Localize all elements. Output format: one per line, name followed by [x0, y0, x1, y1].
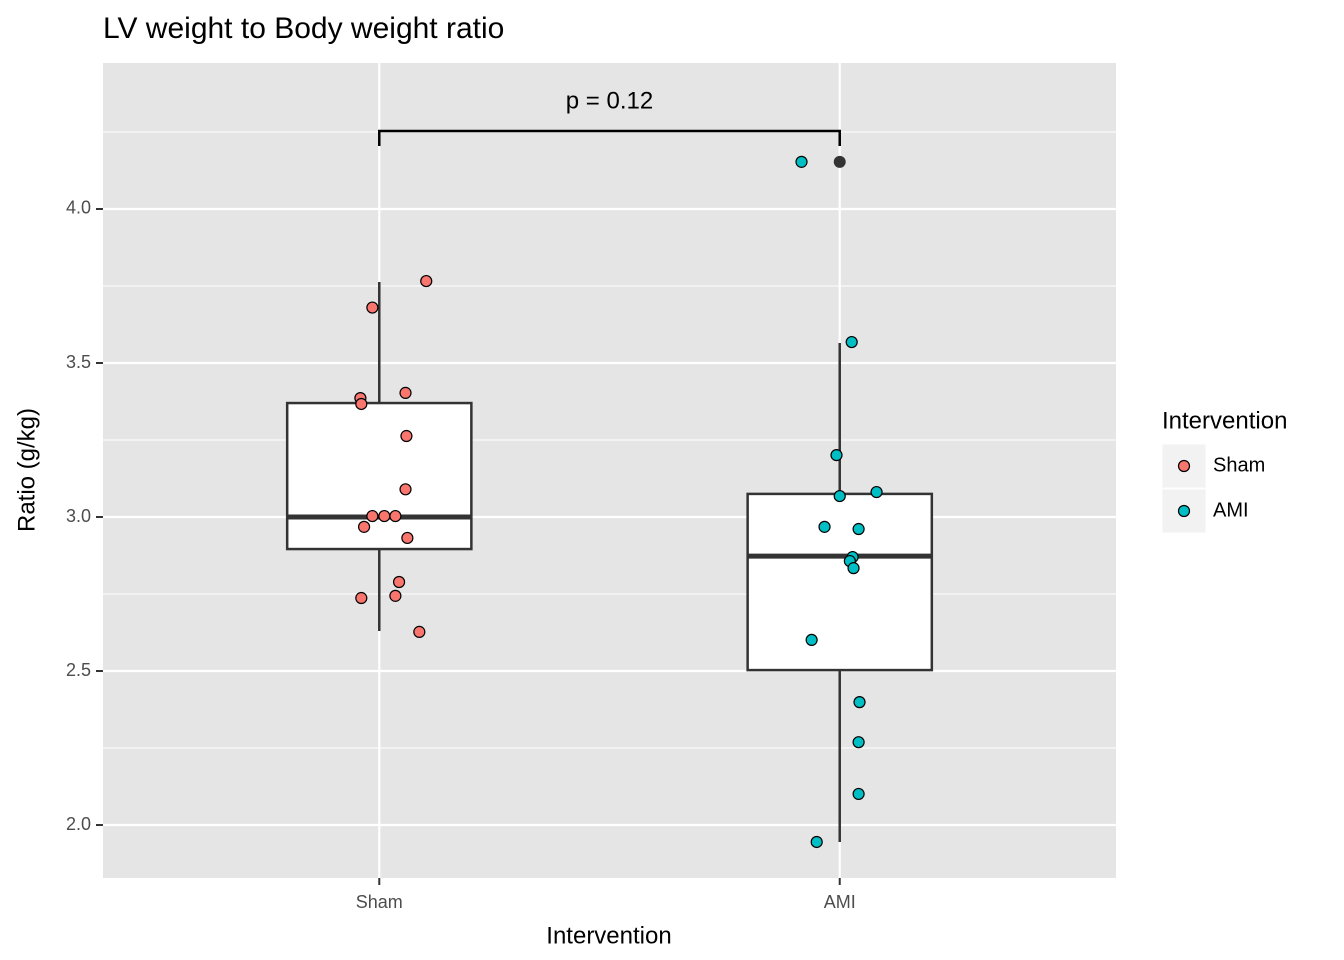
bracket — [378, 129, 841, 146]
legend-title: Intervention — [1162, 407, 1287, 434]
point — [366, 509, 379, 523]
point — [853, 696, 866, 709]
panel — [103, 63, 1116, 878]
point — [399, 386, 412, 399]
point — [357, 520, 371, 533]
point — [805, 633, 818, 647]
point — [852, 787, 865, 801]
point — [399, 483, 412, 496]
legend-symbol — [1177, 459, 1191, 473]
y-tick-label: 3.0 — [66, 506, 91, 526]
x-tick-label: Sham — [356, 892, 403, 912]
y-tick-label: 4.0 — [66, 198, 91, 218]
point — [847, 562, 860, 575]
box — [746, 492, 934, 672]
point — [810, 835, 823, 849]
y-tick-label: 2.5 — [66, 660, 91, 680]
point — [852, 522, 865, 536]
y-axis-title: Ratio (g/kg) — [13, 408, 40, 532]
point — [389, 589, 402, 602]
point — [852, 736, 865, 749]
point — [833, 489, 846, 503]
point — [845, 335, 858, 349]
legend-symbol — [1177, 504, 1191, 518]
annotation: p = 0.12 — [566, 87, 653, 114]
x-tick-label: AMI — [824, 892, 856, 912]
point — [366, 301, 379, 314]
point — [355, 397, 368, 411]
point — [420, 274, 433, 288]
legend-label: Sham — [1213, 454, 1265, 476]
point — [355, 591, 368, 605]
point — [795, 155, 808, 168]
point — [400, 429, 413, 443]
outlier — [833, 155, 846, 168]
legend-label: AMI — [1213, 499, 1249, 521]
point — [378, 509, 391, 523]
point — [870, 485, 883, 499]
y-tick-label: 3.5 — [66, 352, 91, 372]
point — [389, 509, 402, 523]
box — [285, 401, 473, 551]
point — [818, 520, 831, 533]
x-axis-title: Intervention — [546, 922, 671, 949]
chart-title: LV weight to Body weight ratio — [103, 12, 504, 45]
point — [401, 531, 414, 545]
point — [392, 575, 406, 589]
point — [830, 448, 843, 462]
point — [413, 625, 426, 638]
y-tick-label: 2.0 — [66, 814, 91, 834]
